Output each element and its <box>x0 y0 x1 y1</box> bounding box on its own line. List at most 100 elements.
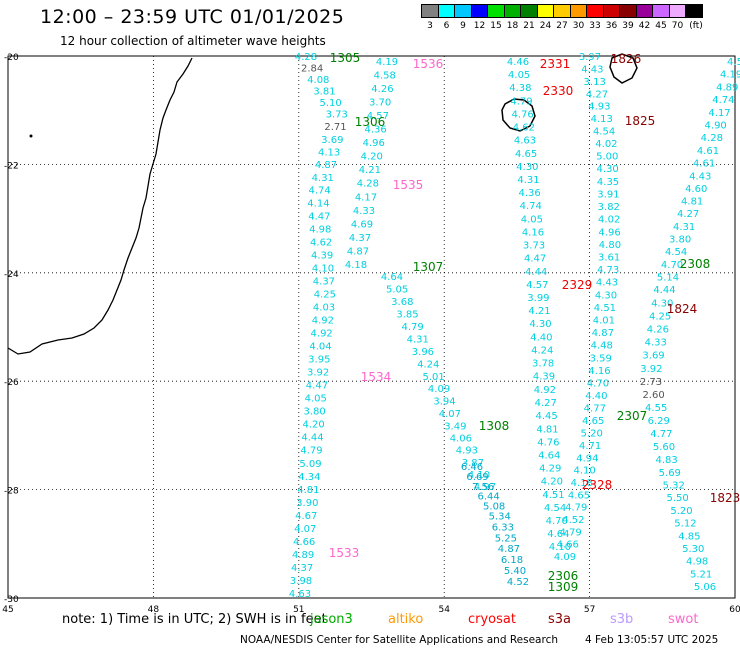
track-1308-value: 7.56 <box>472 482 494 493</box>
track-1308-value: 6.44 <box>477 492 499 503</box>
track-1308-value: 4.52 <box>507 577 529 588</box>
track-1825-value: 4.01 <box>593 315 615 326</box>
track-2308-value: 4.43 <box>689 171 711 182</box>
red-pass-label: 2328 <box>582 478 613 492</box>
track-2330-value: 4.24 <box>531 345 553 356</box>
track-1307-value: 4.93 <box>456 446 478 457</box>
track-2308-value: 5.20 <box>670 506 692 517</box>
track-1305-value: 4.92 <box>311 329 333 340</box>
track-1308-value: 5.40 <box>504 566 526 577</box>
mauritius-island <box>609 53 638 84</box>
track-1305-value: 4.39 <box>311 250 333 261</box>
track-1825-value: 3.13 <box>584 77 606 88</box>
track-1308-value: 5.25 <box>495 533 517 544</box>
track-2330-value: 4.44 <box>525 267 547 278</box>
scale-swatch <box>685 4 703 18</box>
track-1536-value: 4.36 <box>365 125 387 136</box>
mission-swot: swot <box>668 612 699 627</box>
track-2308-value: 4.31 <box>673 222 695 233</box>
track-1305-value: 5.09 <box>299 459 321 470</box>
track-1825-value: 5.00 <box>596 152 618 163</box>
track-1305-value: 4.03 <box>313 303 335 314</box>
footnote: note: 1) Time is in UTC; 2) SWH is in fe… <box>62 612 327 627</box>
track-1825-value: 4.35 <box>597 177 619 188</box>
track-1305-value: 3.81 <box>313 87 335 98</box>
track-1305-value: 2.84 <box>301 64 323 75</box>
track-1305-value: 4.67 <box>295 511 317 522</box>
scale-label: (ft) <box>689 21 703 31</box>
scale-label: 39 <box>622 21 634 31</box>
track-2308-value: 2.60 <box>642 390 664 401</box>
track-1825-value: 4.94 <box>576 453 598 464</box>
track-2330-value: 4.65 <box>515 149 537 160</box>
track-2308-value: 4.5 <box>727 57 740 68</box>
track-1305-value: 2.71 <box>324 122 346 133</box>
mission-cryosat: cryosat <box>468 612 516 627</box>
track-1305-value: 4.14 <box>307 198 329 209</box>
track-2330-value: 4.05 <box>508 70 530 81</box>
track-2330-value: 4.64 <box>538 451 560 462</box>
track-1825-value: 4.71 <box>579 441 601 452</box>
pink-pass-label: 1533 <box>329 546 360 560</box>
scale-label: 21 <box>523 21 535 31</box>
track-1825-value: 4.80 <box>599 240 621 251</box>
track-2308-value: 4.81 <box>681 197 703 208</box>
green-pass-label: 2306 <box>548 569 579 583</box>
track-1305-value: 4.07 <box>294 524 316 535</box>
track-1536-value: 4.20 <box>361 152 383 163</box>
track-2308-value: 4.89 <box>716 82 738 93</box>
scale-label: 42 <box>638 21 651 31</box>
x-tick-label: 54 <box>438 605 450 615</box>
track-1308-value: 6.46 <box>461 462 483 473</box>
track-1825-value: 3.91 <box>597 189 619 200</box>
track-2308-value: 4.33 <box>645 338 667 349</box>
island-dot <box>29 134 33 138</box>
track-1305-value: 4.34 <box>298 472 320 483</box>
track-1305-value: 4.81 <box>297 485 319 496</box>
track-1825-value: 4.30 <box>595 290 617 301</box>
track-2308-value: 4.90 <box>705 120 727 131</box>
track-2308-value: 4.61 <box>697 146 719 157</box>
track-1536-value: 4.28 <box>357 179 379 190</box>
track-2330-value: 4.30 <box>529 319 551 330</box>
track-2330-value: 4.79 <box>510 96 532 107</box>
track-1305-value: 4.87 <box>315 160 337 171</box>
pink-pass-label: 1534 <box>361 370 392 384</box>
track-1305-value: 4.08 <box>307 75 329 86</box>
track-1305-value: 4.25 <box>314 290 336 301</box>
credit-line: NOAA/NESDIS Center for Satellite Applica… <box>240 634 558 646</box>
track-1307-value: 4.10 <box>468 470 490 481</box>
track-1308-value: 6.33 <box>492 522 514 533</box>
track-2308-value: 5.21 <box>690 569 712 580</box>
red-pass-label: 2331 <box>540 57 571 71</box>
track-2330-value: 4.76 <box>537 437 559 448</box>
y-tick-label: -24 <box>4 270 19 280</box>
track-1825-value: 4.65 <box>582 416 604 427</box>
scale-label: 15 <box>490 21 502 31</box>
track-1305-value: 4.47 <box>308 211 330 222</box>
track-1307-value: 5.01 <box>423 372 445 383</box>
track-1825-value: 4.96 <box>598 227 620 238</box>
track-1825-value: 4.43 <box>581 64 603 75</box>
generation-timestamp: 4 Feb 13:05:57 UTC 2025 <box>585 634 719 646</box>
track-1305-value: 3.80 <box>303 407 325 418</box>
scale-label: 70 <box>671 21 684 31</box>
track-1308-value: 5.08 <box>483 502 505 513</box>
track-1305-value: 4.62 <box>310 237 332 248</box>
track-1825-value: 4.18 <box>571 478 593 489</box>
green-pass-label: 1305 <box>330 51 361 65</box>
track-2330-value: 4.46 <box>507 57 529 68</box>
y-tick-label: -22 <box>4 161 19 171</box>
track-2330-value: 4.62 <box>513 123 535 134</box>
track-1825-value: 4.40 <box>585 391 607 402</box>
track-1307-value: 3.87 <box>462 458 484 469</box>
scale-label: 6 <box>443 21 450 31</box>
track-1307-value: 4.07 <box>439 409 461 420</box>
track-1307-value: 4.06 <box>450 434 472 445</box>
track-1307-value: 4.64 <box>381 272 403 283</box>
y-tick-label: -28 <box>4 487 19 497</box>
track-1305-value: 4.04 <box>309 342 331 353</box>
track-1305-value: 4.37 <box>313 277 335 288</box>
track-1307-value: 5.05 <box>386 284 408 295</box>
scale-label: 27 <box>556 21 568 31</box>
